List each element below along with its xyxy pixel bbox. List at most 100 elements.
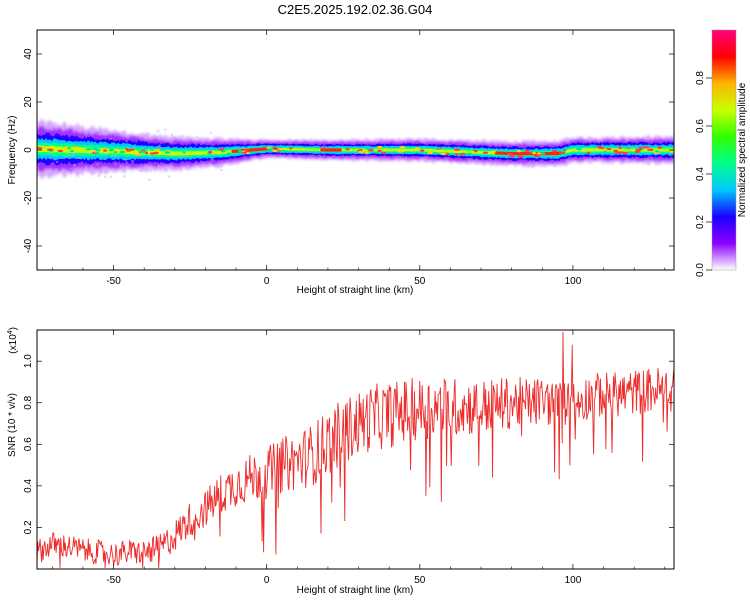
spectrogram-speckle bbox=[466, 152, 473, 156]
colorbar-tick-label: 0.4 bbox=[695, 167, 706, 181]
spectrogram-speck bbox=[72, 125, 76, 128]
spectrogram-speck bbox=[220, 169, 223, 171]
snr-y-axis-label: SNR (10 * v/v) bbox=[7, 393, 18, 457]
spectrogram-y-axis-label: Frequency (Hz) bbox=[7, 116, 18, 185]
spectrogram-speckle bbox=[70, 149, 74, 153]
spectrogram-speck bbox=[170, 133, 174, 136]
spectrogram-speckle bbox=[153, 151, 159, 155]
spectrogram-speckle bbox=[46, 148, 54, 151]
spectrogram-speckle bbox=[73, 146, 80, 149]
spectrogram-speck bbox=[119, 164, 123, 167]
spectrogram-speckle bbox=[668, 150, 674, 153]
spectrogram-speck bbox=[168, 175, 171, 178]
spectrogram-speck bbox=[98, 132, 102, 135]
colorbar-frame bbox=[711, 29, 737, 271]
colorbar-tick-label: 0.0 bbox=[695, 263, 706, 277]
colorbar-tick-label: 0.6 bbox=[695, 119, 706, 133]
spectrogram-speckle bbox=[643, 146, 650, 149]
spectrogram-speckle bbox=[506, 152, 513, 156]
spectrogram-speckle bbox=[489, 150, 497, 153]
spectrogram-speck bbox=[97, 174, 100, 177]
spectrogram-speckle bbox=[646, 148, 654, 151]
colorbar: 0.0 0.2 0.4 0.6 0.8 Normalized spectral ampl… bbox=[695, 29, 748, 277]
spectrogram-speckle bbox=[188, 151, 193, 155]
spectrogram-speck bbox=[114, 163, 117, 166]
spectrogram-speckle bbox=[459, 153, 466, 156]
spectrogram-speckle bbox=[182, 151, 186, 154]
spectrogram-speckle bbox=[614, 151, 622, 154]
spectrogram-speck bbox=[94, 129, 97, 132]
spectrogram-speckle bbox=[509, 155, 515, 158]
spectrogram-ticks: -50 0 50 100 -40 -20 0 20 40 bbox=[23, 30, 674, 287]
spectrogram-y-tick-label: 0 bbox=[23, 147, 34, 153]
spectrogram-y-tick-label: 40 bbox=[23, 48, 34, 60]
spectrogram-speckle bbox=[91, 147, 98, 150]
spectrogram-speckle bbox=[576, 148, 582, 151]
spectrogram-speck bbox=[134, 140, 138, 143]
spectrogram-speck bbox=[148, 155, 152, 158]
spectrogram-speckle bbox=[598, 146, 605, 150]
snr-x-tick-label: 50 bbox=[414, 575, 426, 586]
snr-series-line bbox=[37, 331, 674, 569]
spectrogram-speck bbox=[123, 175, 126, 178]
spectrogram-speckle bbox=[377, 149, 382, 152]
spectrogram-speckle bbox=[618, 146, 622, 150]
spectrogram-speck bbox=[109, 137, 113, 140]
spectrogram-speck bbox=[182, 135, 185, 138]
spectrogram-speckle bbox=[64, 146, 69, 150]
spectrogram-speckle bbox=[237, 149, 242, 153]
spectrogram-speck bbox=[75, 167, 79, 170]
spectrogram-speckle bbox=[103, 149, 108, 152]
spectrogram-speckle bbox=[524, 149, 531, 152]
spectrogram-speckle bbox=[427, 151, 434, 155]
spectrogram-speck bbox=[96, 163, 99, 166]
spectrogram-speck bbox=[73, 164, 76, 167]
spectrogram-speckle bbox=[613, 149, 619, 152]
spectrogram-speck bbox=[67, 155, 70, 158]
spectrogram-speckle bbox=[345, 148, 350, 151]
spectrogram-x-axis-label: Height of straight line (km) bbox=[297, 285, 414, 296]
spectrogram-speckle bbox=[634, 150, 641, 154]
spectrogram-speckle bbox=[625, 146, 631, 149]
spectrogram-speckle bbox=[108, 148, 115, 152]
spectrogram-speckle bbox=[126, 149, 132, 152]
spectrogram-speck bbox=[109, 175, 113, 178]
snr-scale-text: (x10 bbox=[8, 334, 19, 354]
spectrogram-speckle bbox=[365, 151, 369, 154]
spectrogram-speckle bbox=[439, 152, 447, 155]
spectrogram-speckle bbox=[657, 146, 663, 149]
spectrogram-speck bbox=[56, 160, 59, 163]
spectrogram-speckle bbox=[164, 151, 171, 154]
spectrogram-speckle bbox=[262, 150, 267, 153]
spectrogram-x-tick-label: 100 bbox=[565, 276, 582, 287]
colorbar-tick-label: 0.2 bbox=[695, 215, 706, 229]
spectrogram-speck bbox=[69, 167, 72, 170]
spectrogram-speckle bbox=[433, 146, 441, 150]
spectrogram-speckle bbox=[271, 149, 278, 152]
spectrogram-speckle bbox=[399, 146, 406, 149]
snr-ticks: -50 0 50 100 0.2 0.4 0.6 0.8 1.0 bbox=[23, 330, 674, 586]
spectrogram-speckle bbox=[536, 152, 542, 155]
spectrogram-speck bbox=[147, 148, 151, 151]
snr-scale-exponent: 4 bbox=[7, 330, 14, 334]
spectrogram-speck bbox=[131, 160, 134, 162]
spectrogram-speckle bbox=[622, 151, 628, 155]
spectrogram-speckle bbox=[551, 150, 558, 153]
spectrogram-speckle bbox=[289, 147, 293, 150]
spectrogram-speckle bbox=[628, 148, 634, 152]
spectrogram-speckle bbox=[517, 149, 522, 153]
spectrogram-speckle bbox=[601, 148, 608, 151]
spectrogram-speck bbox=[64, 155, 67, 158]
spectrogram-speckle bbox=[37, 146, 43, 150]
spectrogram-speckle bbox=[655, 150, 660, 153]
spectrogram-speckle bbox=[517, 155, 524, 158]
svg-text:(x104): (x104) bbox=[7, 327, 19, 354]
spectrogram-speckle bbox=[208, 150, 213, 154]
spectrogram-speck bbox=[149, 169, 152, 172]
spectrogram-speck bbox=[103, 147, 107, 150]
snr-y-tick-label: 0.4 bbox=[23, 478, 34, 492]
spectrogram-speck bbox=[113, 154, 116, 157]
spectrogram-speckle bbox=[135, 153, 142, 156]
spectrogram-band bbox=[37, 118, 674, 181]
snr-plot-area bbox=[37, 330, 674, 569]
